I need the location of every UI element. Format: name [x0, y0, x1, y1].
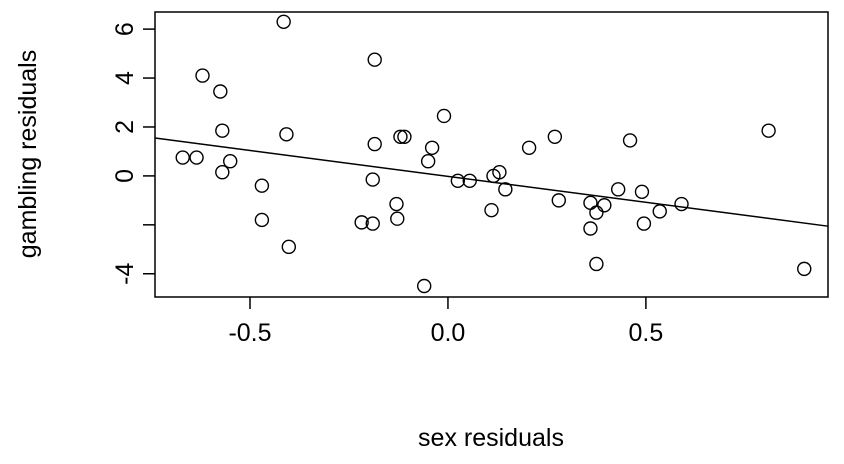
data-point — [797, 261, 812, 277]
data-point — [175, 150, 190, 165]
data-point — [390, 211, 405, 226]
data-point — [589, 205, 604, 220]
data-point — [547, 129, 563, 144]
data-point — [424, 140, 440, 155]
data-point — [498, 182, 513, 197]
data-point — [597, 198, 612, 213]
data-point — [636, 216, 652, 231]
y-tick-label: 6 — [111, 22, 139, 36]
data-point — [279, 127, 294, 142]
data-point — [254, 212, 270, 228]
data-point — [215, 123, 230, 138]
x-axis: -0.5 0.0 0.5 — [228, 297, 663, 347]
data-point — [195, 68, 210, 83]
data-point — [462, 173, 477, 188]
data-point — [652, 204, 667, 219]
data-point — [189, 150, 204, 165]
data-point — [583, 195, 598, 211]
y-tick-label: 2 — [111, 120, 139, 134]
data-point — [484, 202, 499, 218]
data-point — [450, 173, 466, 188]
data-point — [365, 216, 380, 231]
data-point — [223, 154, 238, 169]
data-point — [354, 215, 369, 230]
data-point — [367, 52, 382, 67]
y-tick-label: 4 — [111, 71, 139, 85]
data-point — [622, 133, 638, 148]
data-point — [393, 129, 408, 144]
data-point — [215, 165, 230, 180]
data-point — [420, 154, 436, 169]
x-tick-label: 0.0 — [431, 319, 466, 347]
y-tick-label: 0 — [111, 169, 139, 183]
data-point — [436, 108, 452, 124]
data-point — [610, 182, 626, 197]
data-point — [389, 196, 404, 212]
data-point — [276, 14, 291, 29]
data-point — [281, 239, 297, 255]
plot-marks — [154, 14, 829, 294]
x-axis-title: sex residuals — [418, 424, 564, 452]
data-point — [213, 84, 228, 99]
data-point — [674, 196, 689, 212]
data-point — [761, 123, 776, 138]
data-point — [634, 184, 650, 200]
data-point — [551, 193, 566, 208]
data-point — [583, 221, 598, 236]
data-point — [397, 129, 412, 144]
y-axis-title: gambling residuals — [14, 50, 42, 258]
data-point — [367, 136, 382, 152]
data-point — [254, 178, 270, 193]
plot-frame — [154, 11, 829, 298]
y-axis: -4 0 2 4 6 — [111, 22, 155, 285]
data-point — [417, 278, 432, 294]
data-point — [492, 165, 507, 180]
data-point — [365, 172, 380, 187]
y-tick-label: -4 — [111, 263, 139, 285]
data-point — [589, 256, 604, 272]
x-tick-label: 0.5 — [629, 319, 664, 347]
x-tick-label: -0.5 — [228, 319, 271, 347]
data-point — [521, 140, 537, 155]
